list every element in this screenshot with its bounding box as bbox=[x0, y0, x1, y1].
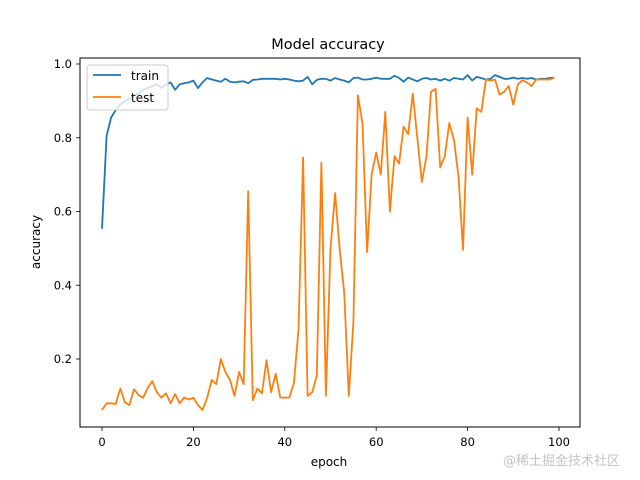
x-axis-ticks: 0 20 40 60 80 100 bbox=[98, 427, 570, 449]
legend-train-label: train bbox=[131, 69, 159, 83]
plot-area bbox=[80, 58, 580, 427]
x-tick-label: 80 bbox=[460, 435, 475, 449]
legend-box bbox=[86, 64, 169, 111]
watermark: @稀土掘金技术社区 bbox=[503, 454, 621, 469]
legend-test-label: test bbox=[131, 91, 154, 105]
y-axis-label: accuracy bbox=[29, 215, 43, 269]
x-axis-label: epoch bbox=[311, 455, 348, 469]
x-tick-label: 20 bbox=[186, 435, 201, 449]
plot-frame bbox=[79, 57, 581, 428]
legend: train test bbox=[86, 64, 169, 111]
x-tick-label: 0 bbox=[98, 435, 105, 449]
y-axis-ticks: 0.2 0.4 0.6 0.8 1.0 bbox=[54, 57, 80, 366]
chart-title: Model accuracy bbox=[271, 37, 385, 53]
y-tick-label: 0.4 bbox=[54, 278, 72, 292]
series-line-train bbox=[101, 74, 555, 229]
x-tick-label: 40 bbox=[277, 435, 292, 449]
x-tick-label: 60 bbox=[369, 435, 384, 449]
y-tick-label: 1.0 bbox=[54, 57, 72, 71]
y-tick-label: 0.2 bbox=[54, 352, 72, 366]
x-tick-label: 100 bbox=[548, 435, 570, 449]
series-line-test bbox=[101, 76, 555, 411]
y-tick-label: 0.6 bbox=[54, 205, 72, 219]
y-tick-label: 0.8 bbox=[54, 131, 72, 145]
series-layer bbox=[101, 74, 555, 411]
